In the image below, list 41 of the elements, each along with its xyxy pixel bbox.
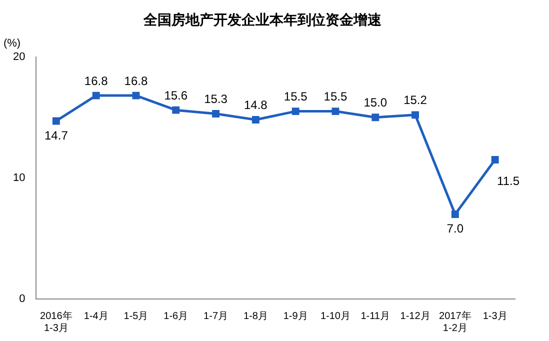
x-tick-label: 1-7月 — [204, 310, 228, 322]
point — [52, 117, 60, 125]
x-tick-label: 1-3月 — [482, 310, 508, 322]
chart-title: 全国房地产开发企业本年到位资金增速 — [142, 11, 382, 28]
x-tick-label: 2017年 1-2月 — [439, 310, 472, 334]
data-label: 14.8 — [244, 98, 268, 112]
x-tick-label: 1-10月 — [320, 310, 350, 322]
data-label: 11.5 — [497, 174, 520, 188]
data-label: 15.5 — [324, 90, 348, 104]
point — [491, 156, 499, 164]
point — [132, 92, 140, 100]
point — [412, 111, 419, 119]
data-label: 15.3 — [204, 92, 228, 106]
point — [292, 108, 300, 116]
point — [212, 110, 220, 118]
point — [92, 92, 100, 100]
data-label: 14.7 — [44, 128, 68, 142]
y-tick-label: 10 — [12, 172, 26, 184]
data-label: 16.8 — [84, 74, 108, 88]
point — [252, 116, 260, 124]
y-tick-label: 20 — [12, 50, 26, 63]
x-tick-label: 1-8月 — [243, 310, 268, 322]
point — [172, 106, 180, 114]
point — [372, 114, 380, 122]
x-tick-label: 2016年 1-3月 — [40, 310, 72, 334]
x-tick-label: 1-9月 — [283, 310, 308, 322]
x-tick-label: 1-12月 — [400, 310, 430, 322]
x-tick-label: 1-6月 — [164, 310, 188, 322]
data-label: 15.0 — [364, 96, 388, 110]
data-label: 15.2 — [404, 93, 428, 108]
data-label: 7.0 — [446, 222, 464, 236]
point — [332, 108, 340, 116]
x-tick-label: 1-5月 — [124, 310, 148, 322]
y-axis-title: (%) — [3, 37, 21, 50]
data-label: 16.8 — [124, 74, 148, 88]
data-label: 15.6 — [164, 88, 188, 102]
x-tick-label: 1-11月 — [360, 310, 390, 322]
data-label: 15.5 — [284, 90, 308, 104]
y-tick-label: 0 — [19, 293, 26, 306]
point — [451, 210, 459, 218]
x-tick-label: 1-4月 — [84, 310, 108, 322]
